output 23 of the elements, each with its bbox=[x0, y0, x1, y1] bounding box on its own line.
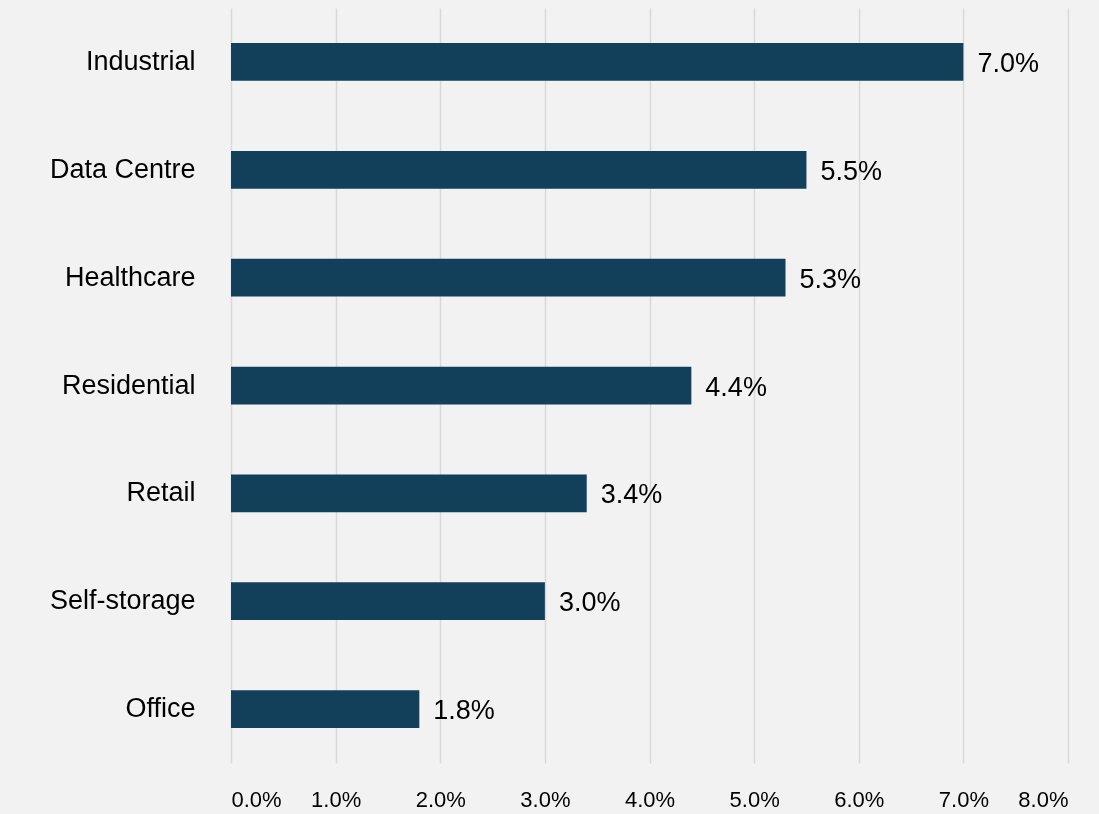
data-label: 7.0% bbox=[977, 47, 1039, 78]
data-label: 1.8% bbox=[433, 695, 495, 726]
y-tick-label: Industrial bbox=[85, 45, 196, 76]
y-tick-label: Retail bbox=[126, 477, 196, 508]
data-label: 5.3% bbox=[799, 263, 862, 294]
x-tick-label: 4.0% bbox=[624, 786, 676, 812]
x-tick-label: 3.0% bbox=[520, 786, 571, 812]
y-tick-label: Residential bbox=[61, 369, 196, 400]
y-tick-label: Data Centre bbox=[49, 153, 196, 184]
data-label: 5.5% bbox=[820, 155, 882, 186]
x-tick-label: 2.0% bbox=[415, 786, 466, 812]
y-tick-label: Self-storage bbox=[49, 585, 196, 616]
x-tick-label: 7.0% bbox=[938, 786, 989, 812]
y-tick-label: Office bbox=[125, 693, 196, 724]
data-label: 4.4% bbox=[705, 371, 767, 402]
data-label: 3.4% bbox=[600, 479, 663, 510]
x-tick-label: 1.0% bbox=[311, 786, 362, 812]
x-tick-label: 0.0% bbox=[231, 786, 282, 812]
data-label: 3.0% bbox=[558, 587, 621, 618]
x-tick-label: 5.0% bbox=[729, 786, 780, 812]
x-tick-label: 6.0% bbox=[834, 786, 885, 812]
y-tick-label: Healthcare bbox=[64, 261, 196, 292]
x-tick-label: 8.0% bbox=[1018, 786, 1069, 812]
